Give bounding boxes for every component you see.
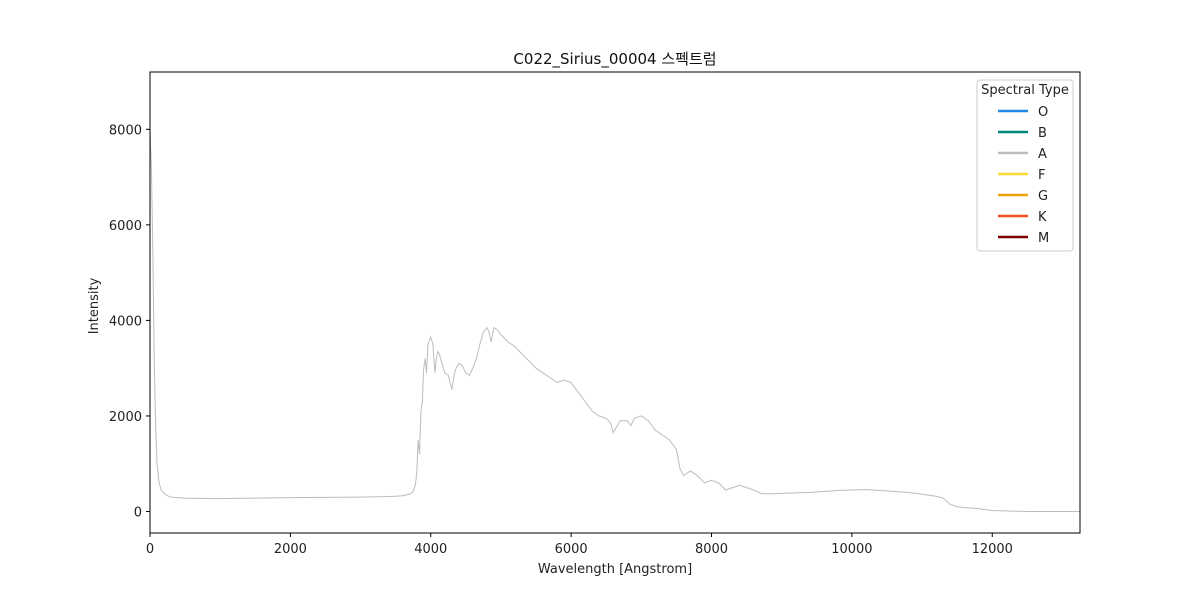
chart-title: C022_Sirius_00004 스펙트럼 [513, 50, 716, 69]
legend-label-O: O [1038, 105, 1048, 120]
x-tick-label: 4000 [414, 542, 447, 557]
legend-label-A: A [1038, 147, 1047, 162]
y-axis-label: Intensity [87, 277, 102, 334]
plot-area [150, 129, 1080, 512]
spectrum-line-0 [150, 129, 1080, 512]
x-axis-label: Wavelength [Angstrom] [538, 562, 692, 577]
axes: 0 2000 4000 6000 8000 10000 12000 0 2000 4000 6000… [109, 71, 1081, 557]
legend-label-G: G [1038, 189, 1048, 204]
x-tick-label: 2000 [274, 542, 307, 557]
legend-box [976, 79, 1074, 252]
y-tick-label: 6000 [109, 219, 142, 234]
x-tick-label: 8000 [695, 542, 728, 557]
x-tick-label: 6000 [555, 542, 588, 557]
y-tick-label: 2000 [109, 410, 142, 425]
x-tick-label: 12000 [972, 542, 1013, 557]
y-tick-label: 8000 [109, 123, 142, 138]
legend-label-B: B [1038, 126, 1047, 141]
legend-label-F: F [1038, 168, 1045, 183]
x-tick-label: 10000 [831, 542, 872, 557]
plot-frame [149, 71, 1081, 534]
legend-label-M: M [1038, 231, 1049, 246]
legend-title: Spectral Type [981, 83, 1069, 98]
y-tick-label: 0 [134, 506, 142, 521]
x-tick-label: 0 [146, 542, 154, 557]
y-tick-label: 4000 [109, 314, 142, 329]
legend-label-K: K [1038, 210, 1047, 225]
